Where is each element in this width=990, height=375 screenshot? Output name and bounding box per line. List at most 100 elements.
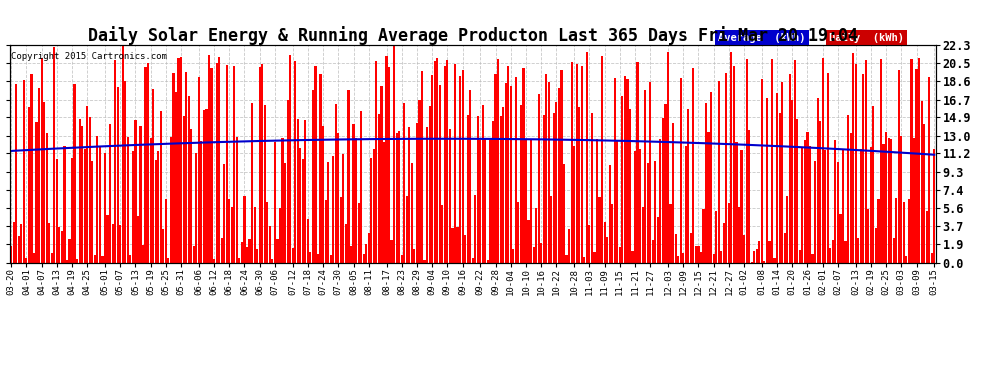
Bar (864, 60, 867, 262)
Bar (726, 73, 728, 262)
Bar (766, 98, 768, 262)
Bar (518, 202, 520, 262)
Title: Daily Solar Energy & Running Average Producton Last 365 Days Fri Mar 20 19:04: Daily Solar Energy & Running Average Pro… (88, 26, 857, 45)
Bar (268, 226, 271, 262)
Bar (292, 248, 294, 262)
Bar (367, 233, 370, 262)
Bar (560, 70, 562, 262)
Bar (804, 140, 806, 262)
Bar (685, 146, 687, 262)
Bar (674, 234, 677, 262)
Bar (494, 74, 497, 262)
Bar (383, 142, 385, 262)
Bar (396, 133, 398, 262)
Bar (479, 140, 481, 262)
Bar (768, 241, 770, 262)
Bar (312, 90, 314, 262)
Bar (715, 211, 718, 262)
Bar (720, 251, 723, 262)
Bar (53, 47, 55, 262)
Bar (302, 159, 304, 262)
Bar (154, 160, 156, 262)
Bar (822, 58, 824, 262)
Bar (583, 257, 585, 262)
Bar (164, 198, 167, 262)
Bar (875, 228, 877, 262)
Bar (263, 105, 266, 262)
Bar (687, 109, 689, 262)
Bar (284, 164, 286, 262)
Bar (895, 198, 897, 262)
Bar (297, 119, 299, 262)
Bar (211, 68, 213, 262)
Bar (185, 72, 187, 262)
Bar (760, 79, 763, 262)
Bar (137, 216, 139, 262)
Bar (221, 238, 223, 262)
Bar (898, 70, 900, 262)
Bar (315, 66, 317, 262)
Bar (893, 238, 895, 262)
Bar (667, 52, 669, 262)
Bar (538, 93, 540, 262)
Bar (918, 58, 920, 262)
Bar (575, 64, 578, 262)
Bar (840, 214, 842, 262)
Bar (38, 88, 41, 262)
Bar (124, 81, 127, 262)
Bar (261, 64, 263, 262)
Bar (857, 238, 859, 262)
Bar (94, 255, 96, 262)
Bar (842, 150, 844, 262)
Bar (929, 77, 931, 262)
Bar (642, 207, 644, 262)
Bar (563, 164, 565, 262)
Bar (398, 131, 400, 262)
Bar (552, 113, 555, 262)
Bar (322, 126, 324, 262)
Bar (60, 231, 63, 262)
Bar (456, 227, 458, 262)
Bar (71, 158, 73, 262)
Bar (644, 90, 646, 262)
Bar (654, 161, 656, 262)
Bar (588, 225, 590, 262)
Bar (244, 196, 246, 262)
Bar (208, 55, 210, 262)
Bar (236, 137, 238, 262)
Bar (911, 59, 913, 262)
Bar (604, 222, 606, 262)
Bar (362, 254, 364, 262)
Bar (796, 118, 798, 262)
Bar (429, 106, 431, 262)
Bar (482, 105, 484, 262)
Bar (43, 102, 46, 262)
Bar (573, 146, 575, 262)
Bar (852, 53, 854, 262)
Bar (157, 150, 159, 262)
Bar (535, 208, 538, 262)
Bar (439, 85, 441, 262)
Bar (167, 258, 169, 262)
Bar (378, 114, 380, 262)
Bar (360, 111, 362, 262)
Bar (380, 86, 382, 262)
Bar (637, 62, 639, 262)
Bar (593, 252, 596, 262)
Bar (335, 104, 337, 262)
Bar (148, 63, 149, 262)
Bar (763, 261, 765, 262)
Bar (343, 154, 345, 262)
Bar (453, 64, 456, 262)
Bar (89, 117, 91, 262)
Bar (205, 108, 208, 262)
Bar (426, 127, 428, 262)
Bar (837, 162, 839, 262)
Bar (63, 146, 65, 262)
Bar (271, 259, 273, 262)
Bar (905, 256, 908, 262)
Bar (755, 249, 757, 262)
Bar (239, 258, 241, 262)
Bar (819, 121, 822, 262)
Bar (520, 105, 522, 262)
